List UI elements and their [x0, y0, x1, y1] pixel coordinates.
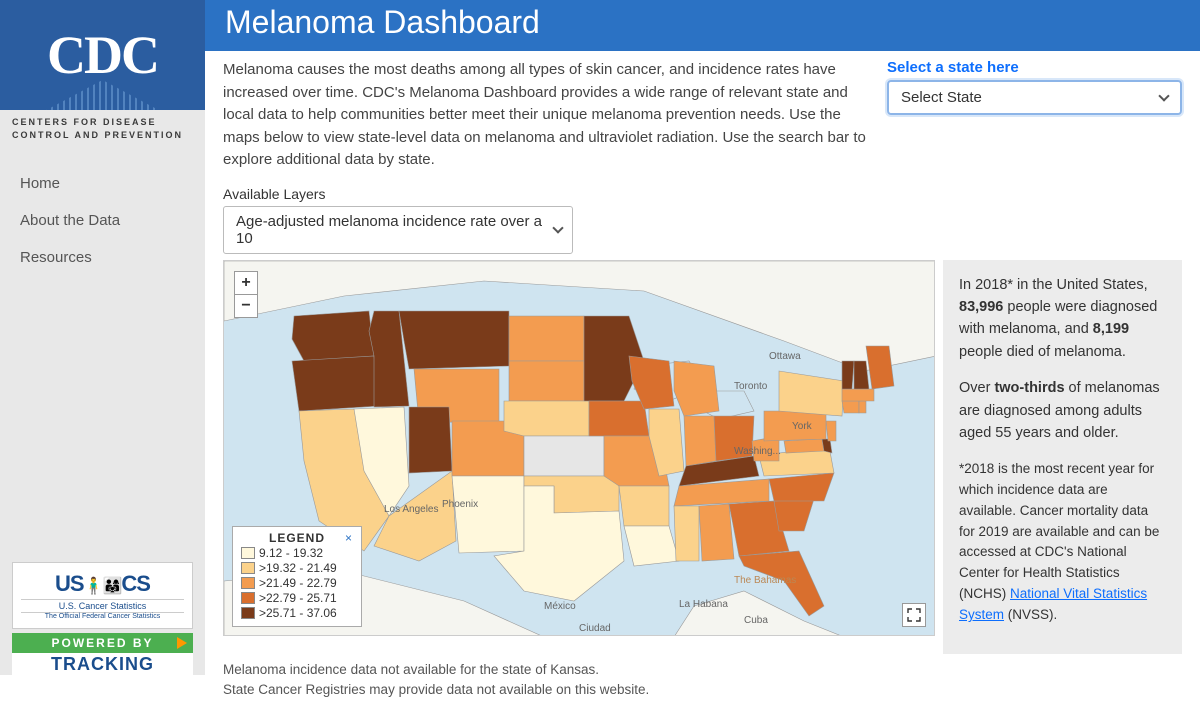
zoom-out-button[interactable]: − — [234, 294, 258, 318]
chevron-down-icon — [1158, 90, 1169, 101]
chevron-down-icon — [552, 222, 563, 233]
legend-row: >22.79 - 25.71 — [241, 591, 353, 605]
sidebar-nav: Home About the Data Resources — [0, 153, 205, 288]
expand-icon — [907, 608, 921, 622]
page-title: Melanoma Dashboard — [205, 0, 1200, 51]
nav-resources[interactable]: Resources — [0, 239, 205, 276]
city-label: La Habana — [679, 599, 728, 610]
city-label: Ciudad — [579, 623, 611, 634]
legend-close-button[interactable]: × — [345, 531, 353, 545]
nav-home[interactable]: Home — [0, 165, 205, 202]
city-label: México — [544, 601, 576, 612]
city-label: Cuba — [744, 615, 768, 626]
intro-text: Melanoma causes the most deaths among al… — [223, 59, 867, 172]
layers-dropdown[interactable]: Age-adjusted melanoma incidence rate ove… — [223, 206, 573, 254]
zoom-controls: + − — [234, 271, 258, 318]
choropleth-map[interactable]: + − — [223, 260, 935, 636]
city-label: Phoenix — [442, 499, 478, 510]
legend-row: >19.32 - 21.49 — [241, 561, 353, 575]
tracking-badge[interactable]: POWERED BY TRACKING — [12, 633, 193, 675]
city-label: Los Angeles — [384, 504, 439, 515]
cdc-logo[interactable]: CDC — [0, 0, 205, 110]
legend-row: >21.49 - 22.79 — [241, 576, 353, 590]
fullscreen-button[interactable] — [902, 603, 926, 627]
uscs-badge[interactable]: US🧍‍♂️👨‍👩‍👧CS U.S. Cancer Statistics The… — [12, 562, 193, 629]
city-label: Toronto — [734, 381, 767, 392]
legend-row: 9.12 - 19.32 — [241, 546, 353, 560]
info-panel: In 2018* in the United States, 83,996 pe… — [943, 260, 1182, 655]
city-label: Washing... — [734, 446, 781, 457]
sidebar: CDC CENTERS FOR DISEASE CONTROL AND PREV… — [0, 0, 205, 675]
map-legend: LEGEND× 9.12 - 19.32>19.32 - 21.49>21.49… — [232, 526, 362, 627]
cdc-logo-subtitle: CENTERS FOR DISEASE CONTROL AND PREVENTI… — [0, 110, 205, 153]
legend-row: >25.71 - 37.06 — [241, 606, 353, 620]
city-label: The Bahamas — [734, 575, 796, 586]
map-footnotes: Melanoma incidence data not available fo… — [205, 654, 1200, 707]
zoom-in-button[interactable]: + — [234, 271, 258, 295]
state-select-label: Select a state here — [887, 59, 1182, 76]
nav-about-data[interactable]: About the Data — [0, 202, 205, 239]
layers-label: Available Layers — [223, 186, 1182, 202]
state-select-dropdown[interactable]: Select State — [887, 80, 1182, 115]
main-content: Melanoma Dashboard Melanoma causes the m… — [205, 0, 1200, 675]
city-label: York — [792, 421, 812, 432]
city-label: Ottawa — [769, 351, 801, 362]
